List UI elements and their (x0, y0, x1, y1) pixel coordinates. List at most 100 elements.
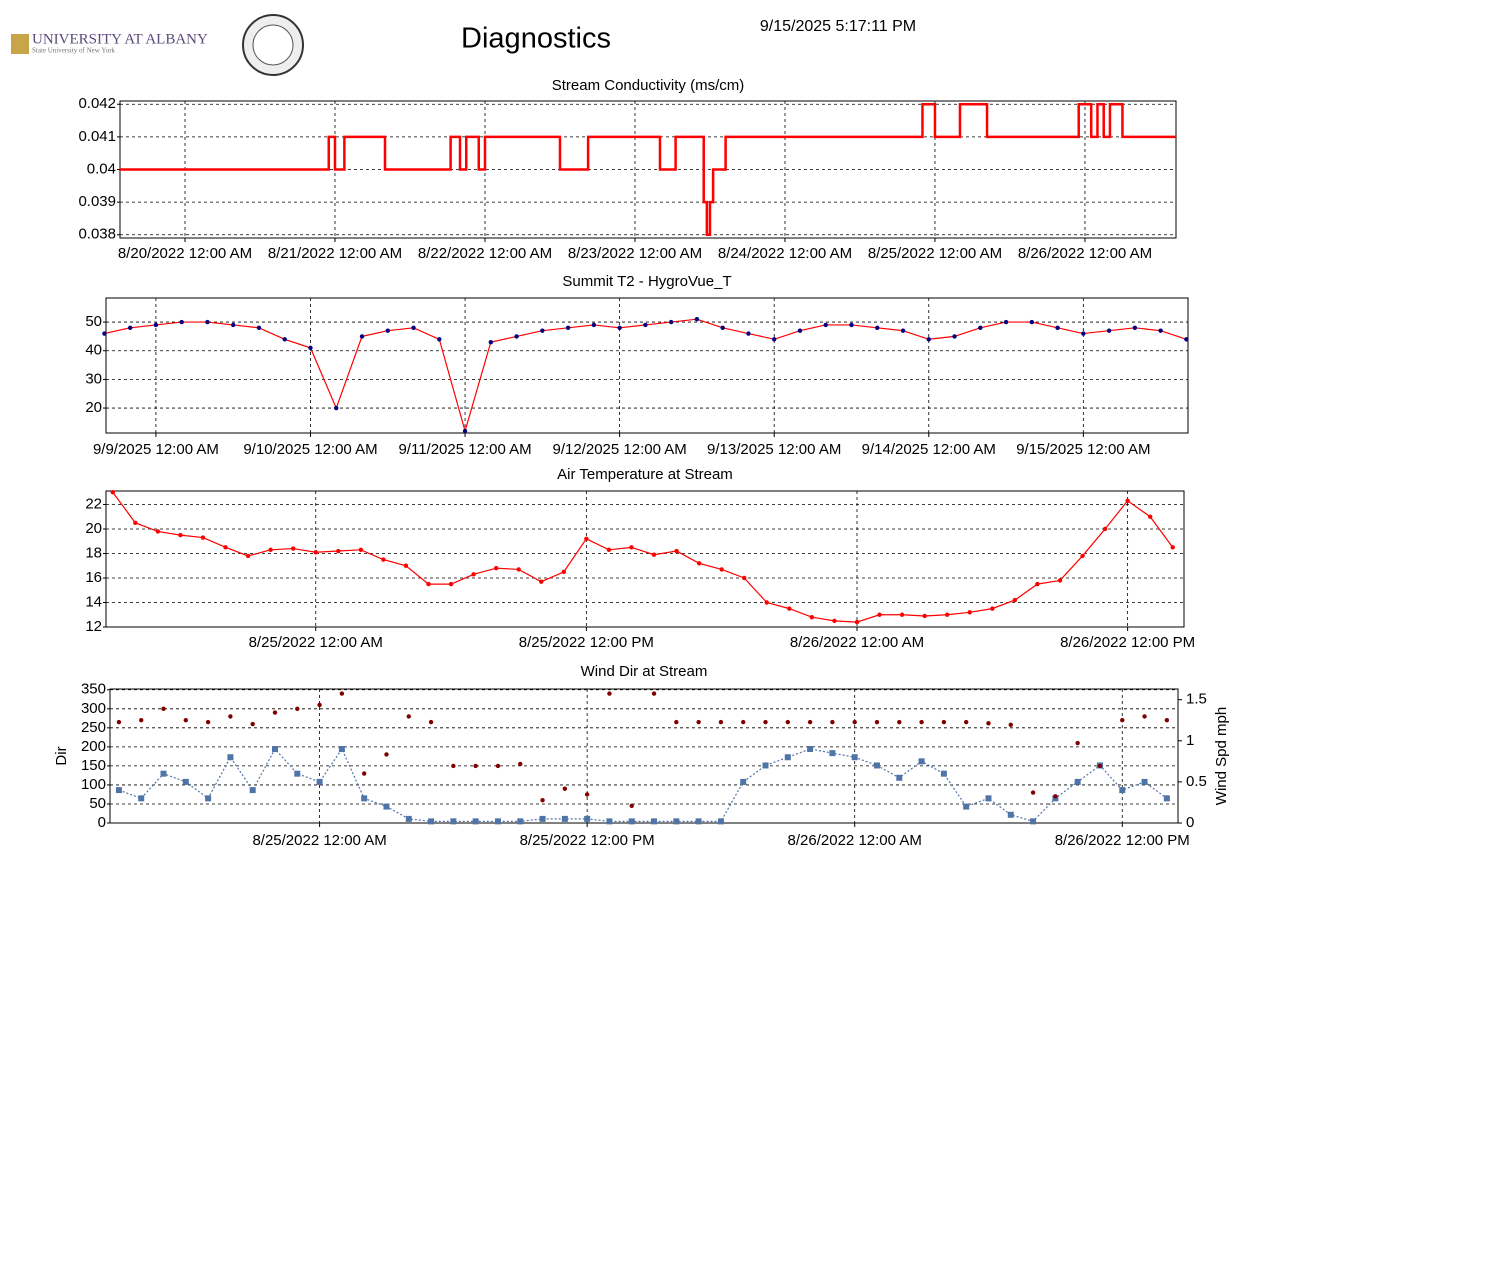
marker (668, 319, 674, 325)
marker (651, 552, 657, 557)
marker (115, 787, 122, 794)
marker (473, 763, 478, 769)
marker (339, 691, 345, 696)
marker (116, 719, 122, 725)
marker (629, 803, 634, 809)
x-tick-label: 8/25/2022 12:00 PM (519, 634, 654, 651)
marker (139, 718, 144, 723)
logo: UNIVERSITY AT ALBANY State University of… (11, 31, 208, 55)
marker (584, 536, 589, 541)
marker (336, 548, 341, 554)
marker (426, 581, 431, 587)
marker (250, 721, 255, 727)
marker (849, 322, 854, 328)
y-tick-label: 50 (85, 313, 102, 330)
seal-inner (252, 24, 294, 66)
x-tick-label: 8/26/2022 12:00 AM (790, 634, 924, 651)
marker (1053, 794, 1058, 799)
marker (797, 328, 803, 333)
y2-tick-label: 0.5 (1186, 773, 1207, 790)
marker (651, 818, 658, 825)
marker (308, 345, 313, 351)
y-tick-label: 22 (85, 495, 102, 512)
x-tick-label: 8/26/2022 12:00 AM (1018, 245, 1152, 262)
marker (160, 770, 167, 777)
marker (488, 339, 494, 345)
marker (540, 328, 545, 333)
marker (359, 334, 365, 339)
marker (1141, 778, 1148, 785)
marker (1075, 740, 1080, 746)
marker (385, 328, 390, 333)
x-tick-label: 8/25/2022 12:00 AM (252, 832, 386, 849)
marker (674, 719, 679, 725)
marker (127, 325, 133, 331)
marker (875, 325, 880, 331)
y-tick-label: 18 (85, 544, 102, 561)
marker (807, 719, 813, 725)
marker (945, 612, 950, 617)
marker (256, 325, 262, 331)
marker (110, 490, 115, 495)
y-tick-label: 300 (81, 700, 106, 717)
marker (1170, 545, 1175, 550)
y-tick-label: 20 (85, 399, 102, 416)
marker (183, 718, 189, 723)
marker (1102, 526, 1108, 532)
marker (873, 762, 880, 769)
marker (437, 337, 442, 342)
chart-title: Stream Conductivity (ms/cm) (552, 77, 745, 94)
y-tick-label: 350 (81, 681, 106, 698)
marker (919, 719, 924, 725)
x-tick-label: 8/26/2022 12:00 PM (1055, 832, 1190, 849)
marker (900, 328, 906, 333)
marker (922, 613, 927, 619)
marker (540, 797, 545, 803)
marker (719, 567, 724, 572)
marker (539, 815, 546, 822)
marker (403, 563, 409, 568)
marker (696, 719, 701, 725)
marker (317, 702, 322, 708)
marker (182, 778, 189, 785)
marker (1007, 811, 1014, 818)
marker (268, 547, 273, 553)
marker (963, 803, 970, 810)
marker (406, 714, 411, 719)
y-tick-label: 0 (98, 814, 106, 831)
marker (990, 606, 995, 611)
marker (762, 762, 769, 769)
marker (358, 547, 364, 553)
marker (1074, 778, 1081, 785)
marker (764, 600, 769, 605)
marker (877, 612, 882, 617)
marker (561, 815, 568, 822)
x-tick-label: 8/25/2022 12:00 PM (520, 832, 655, 849)
marker (941, 719, 947, 725)
marker (763, 719, 768, 725)
marker (1106, 328, 1112, 333)
y2-tick-label: 1 (1186, 732, 1194, 749)
marker (1120, 718, 1125, 723)
chart: Stream Conductivity (ms/cm) 0.038 0.039 0.0… (78, 77, 1177, 262)
marker (565, 325, 571, 331)
marker (451, 763, 456, 769)
marker (405, 815, 412, 822)
marker (223, 545, 228, 550)
marker (717, 818, 724, 825)
x-tick-label: 8/23/2022 12:00 AM (568, 245, 702, 262)
marker (471, 572, 476, 577)
marker (643, 322, 648, 328)
marker (448, 581, 454, 587)
marker (874, 719, 880, 725)
marker (1008, 722, 1013, 727)
marker (1081, 331, 1086, 336)
marker (832, 618, 837, 624)
marker (1030, 790, 1036, 795)
chart-title: Air Temperature at Stream (557, 466, 733, 483)
y-tick-label: 12 (85, 618, 102, 635)
marker (963, 719, 969, 725)
marker (561, 569, 567, 575)
marker (290, 546, 296, 551)
marker (720, 325, 725, 331)
